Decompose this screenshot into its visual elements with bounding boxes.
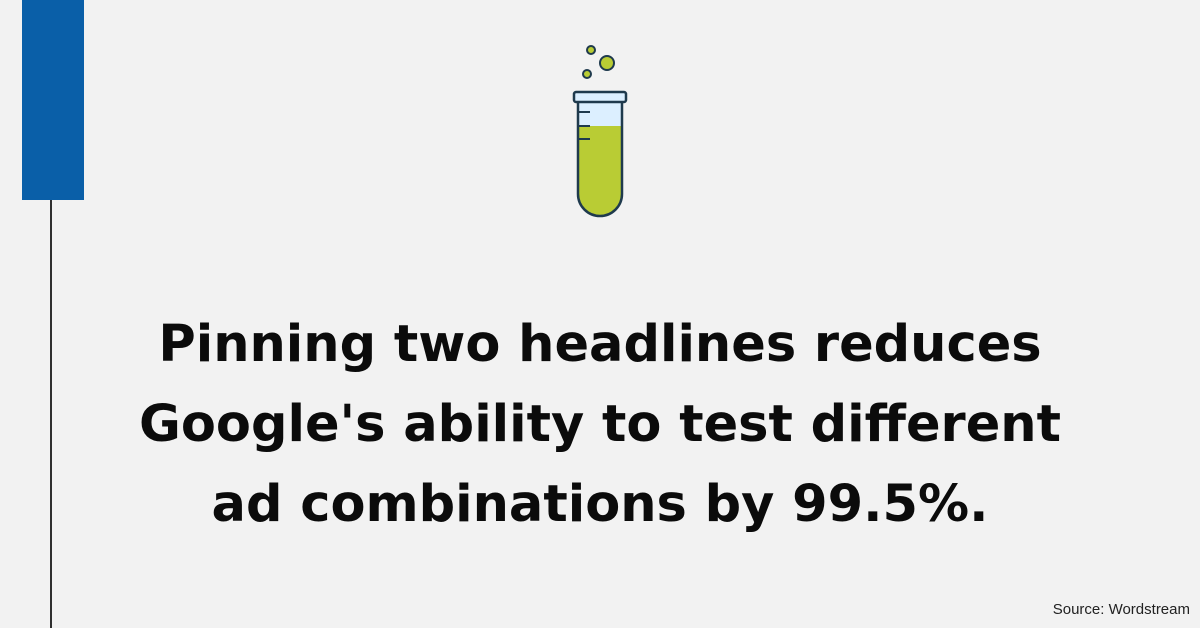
headline-line: Google's ability to test different xyxy=(139,395,1061,454)
headline-line: ad combinations by 99.5%. xyxy=(211,475,989,534)
headline-line: Pinning two headlines reduces xyxy=(158,315,1042,374)
tube-rim xyxy=(572,90,628,104)
side-divider-line xyxy=(50,200,52,628)
bubble-icon xyxy=(586,45,596,55)
bubble-icon xyxy=(599,55,615,71)
tube-liquid xyxy=(578,126,622,216)
headline: Pinning two headlines reduces Google's a… xyxy=(100,305,1100,545)
test-tube-icon xyxy=(560,40,640,220)
bubble-icon xyxy=(582,69,592,79)
source-credit: Source: Wordstream xyxy=(1052,601,1190,618)
accent-bar xyxy=(22,0,84,200)
